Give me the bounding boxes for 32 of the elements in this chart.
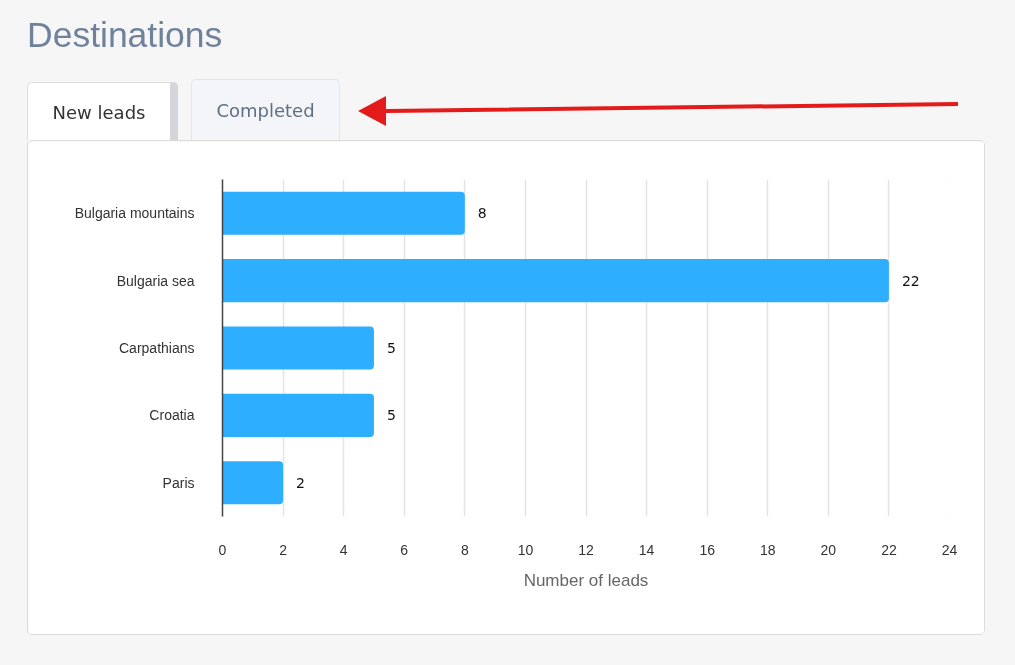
x-tick-label: 16 — [699, 541, 716, 558]
title: Destinations — [27, 14, 223, 56]
x-axis-title: Number of leads — [523, 570, 649, 590]
x-tick-label: 12 — [578, 541, 594, 558]
tab: Completed — [191, 79, 340, 140]
tab: New leads — [27, 82, 178, 140]
x-tick-label: 22 — [881, 541, 897, 558]
y-tick-label: Croatia — [149, 407, 195, 424]
data-label: 8 — [477, 205, 487, 222]
data-label: 5 — [386, 340, 396, 356]
bar — [222, 326, 374, 370]
x-tick-label: 4 — [339, 541, 348, 558]
bar — [222, 259, 889, 303]
x-tick-label: 18 — [759, 541, 776, 558]
y-tick-label: Bulgaria mountains — [74, 205, 195, 222]
bar — [222, 461, 284, 505]
y-tick-label: Carpathians — [119, 340, 195, 356]
x-tick-label: 6 — [400, 541, 409, 558]
bar — [222, 393, 374, 437]
x-tick-label: 8 — [460, 541, 469, 558]
data-label: 5 — [386, 407, 396, 424]
x-tick-label: 2 — [279, 541, 288, 558]
x-tick-label: 20 — [820, 541, 837, 558]
bar — [222, 191, 465, 235]
data-label: 22 — [901, 272, 920, 289]
data-label: 2 — [296, 474, 306, 491]
y-tick-label: Bulgaria sea — [116, 272, 195, 289]
y-tick-label: Paris — [162, 474, 195, 491]
x-tick-label: 10 — [517, 541, 534, 558]
x-tick-label: 24 — [941, 541, 958, 558]
x-tick-label: 0 — [218, 541, 227, 558]
x-tick-label: 14 — [638, 541, 655, 558]
